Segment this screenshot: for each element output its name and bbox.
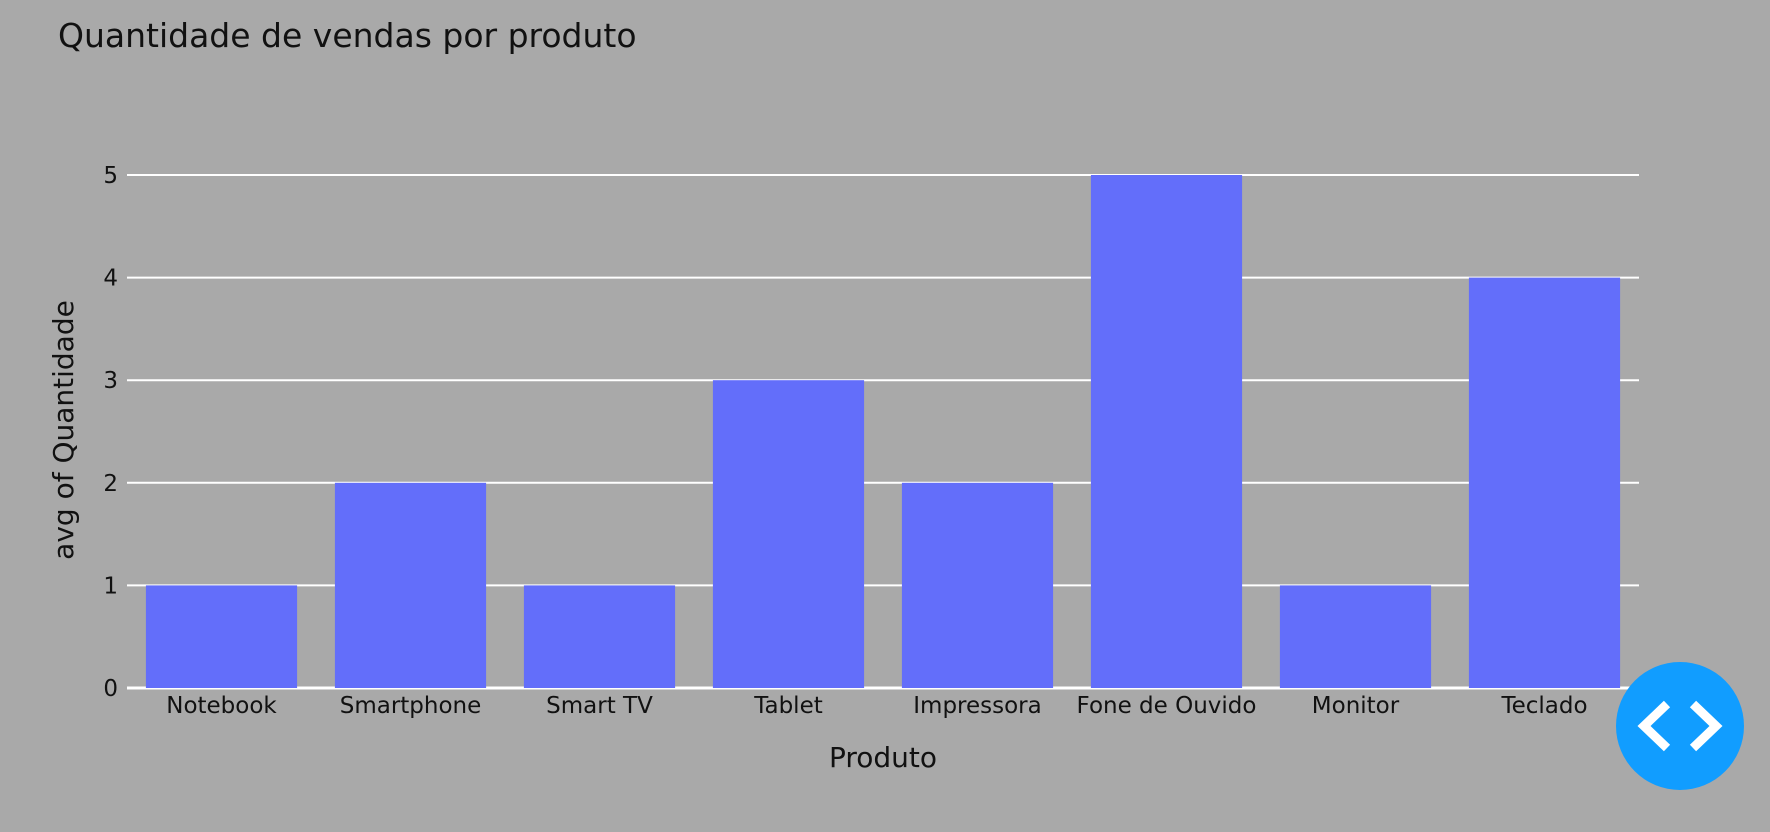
x-tick-label: Impressora [913,693,1041,719]
x-axis-title: Produto [829,741,937,774]
x-tick-label: Monitor [1312,693,1400,719]
y-axis-title: avg of Quantidade [47,300,80,560]
bar[interactable] [523,585,676,688]
x-tick-label: Fone de Ouvido [1077,693,1257,719]
code-toggle-button[interactable] [1616,662,1744,790]
x-tick-label: Teclado [1500,693,1587,719]
y-tick-label: 5 [103,163,118,189]
code-brackets-icon [1637,700,1723,752]
y-tick-label: 1 [103,573,118,599]
x-tick-label: Smartphone [340,693,482,719]
bar[interactable] [145,585,298,688]
y-tick-label: 0 [103,676,118,702]
bar[interactable] [1279,585,1432,688]
y-axis-ticks: 0 1 2 3 4 5 [103,163,118,702]
y-tick-label: 3 [103,368,118,394]
y-tick-label: 4 [103,266,118,292]
x-tick-label: Tablet [753,693,823,719]
bar[interactable] [901,482,1054,688]
x-tick-label: Smart TV [546,693,653,719]
bar[interactable] [334,482,487,688]
y-tick-label: 2 [103,471,118,497]
x-tick-label: Notebook [166,693,277,719]
chart-title: Quantidade de vendas por produto [58,16,637,55]
x-axis-ticks: Notebook Smartphone Smart TV Tablet Impresso… [166,693,1587,719]
bar[interactable] [712,380,865,688]
bar[interactable] [1090,175,1243,688]
bars [145,175,1621,688]
bar[interactable] [1468,277,1621,688]
